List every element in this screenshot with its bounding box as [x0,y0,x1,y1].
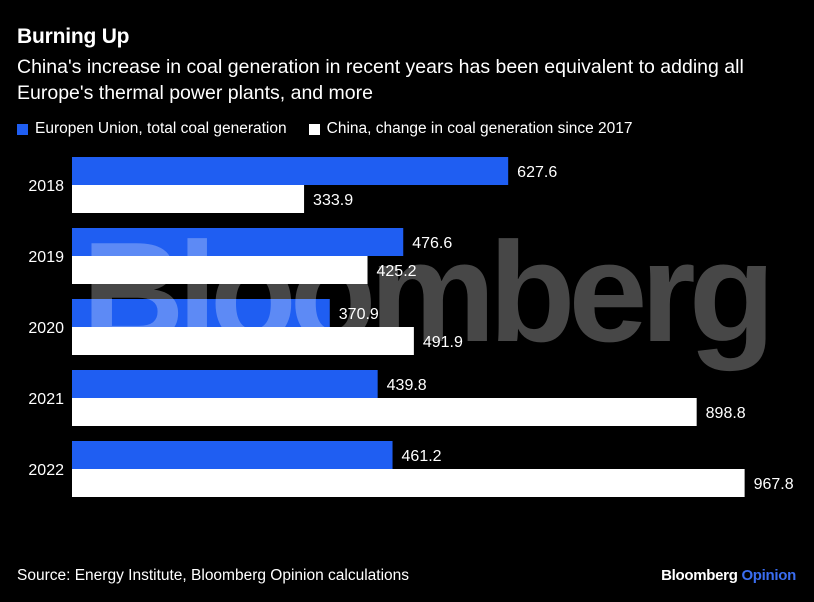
legend-label-eu: Europen Union, total coal generation [35,120,287,137]
y-tick-label: 2022 [28,462,64,479]
data-label-eu-2021: 439.8 [387,377,427,394]
bar-chart: 2018 627.6 333.9 2019 476.6 425.2 2020 370.9 491… [28,157,794,497]
y-tick-label: 2019 [28,249,64,266]
bar-china-2022 [72,469,745,497]
bar-china-2018 [72,185,305,213]
bar-china-2020 [72,327,414,355]
data-label-eu-2022: 461.2 [402,448,442,465]
legend: Europen Union, total coal generation Chi… [17,120,655,138]
y-tick-label: 2018 [28,178,64,195]
bar-eu-2018 [72,157,509,185]
chart-subtitle: China's increase in coal generation in r… [17,56,744,104]
data-label-eu-2018: 627.6 [517,164,557,181]
bar-eu-2022 [72,441,393,469]
bar-china-2019 [72,256,368,284]
data-label-china-2022: 967.8 [754,476,794,493]
legend-item-china: China, change in coal generation since 2… [308,120,633,138]
legend-label-china: China, change in coal generation since 2… [326,120,633,137]
data-label-eu-2020: 370.9 [339,306,379,323]
bar-eu-2019 [72,228,404,256]
data-label-china-2021: 898.8 [706,405,746,422]
brand-sub: Opinion [741,567,796,584]
legend-item-eu: Europen Union, total coal generation [17,120,287,138]
data-label-china-2020: 491.9 [423,334,463,351]
bar-eu-2020 [72,299,330,327]
data-label-china-2019: 425.2 [377,263,417,280]
y-tick-label: 2020 [28,320,64,337]
legend-swatch-china [308,123,320,135]
brand-logo: Bloomberg Opinion [661,567,796,584]
legend-swatch-eu [17,123,28,135]
data-label-eu-2019: 476.6 [412,235,452,252]
bar-eu-2021 [72,370,378,398]
chart-title: Burning Up [17,25,130,48]
y-tick-label: 2021 [28,391,64,408]
data-label-china-2018: 333.9 [313,192,353,209]
brand-main: Bloomberg [661,567,738,584]
bar-china-2021 [72,398,697,426]
source-note: Source: Energy Institute, Bloomberg Opin… [17,567,410,584]
